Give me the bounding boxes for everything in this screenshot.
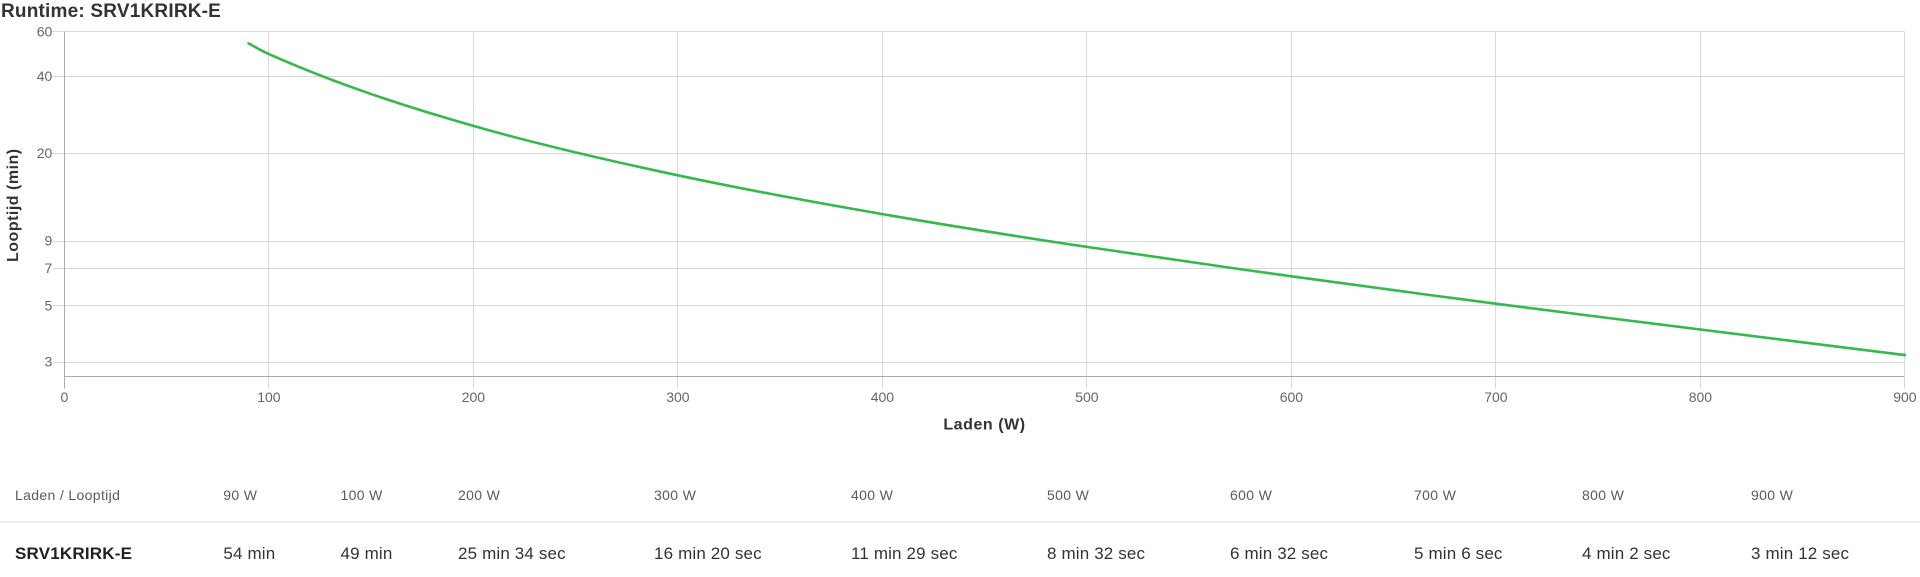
svg-text:3 min 12 sec: 3 min 12 sec	[1751, 544, 1850, 563]
svg-text:49 min: 49 min	[341, 544, 393, 563]
svg-text:Laden (W): Laden (W)	[943, 417, 1025, 434]
svg-text:SRV1KRIRK-E: SRV1KRIRK-E	[15, 544, 132, 563]
svg-text:500: 500	[1075, 389, 1099, 405]
svg-text:Looptijd (min): Looptijd (min)	[5, 148, 22, 262]
svg-text:Laden / Looptijd: Laden / Looptijd	[15, 487, 120, 503]
svg-text:700 W: 700 W	[1414, 487, 1457, 503]
svg-text:200: 200	[462, 389, 486, 405]
svg-text:16 min 20 sec: 16 min 20 sec	[654, 544, 762, 563]
svg-text:25 min 34 sec: 25 min 34 sec	[458, 544, 566, 563]
svg-text:7: 7	[45, 260, 53, 276]
svg-text:100: 100	[257, 389, 281, 405]
svg-text:400: 400	[871, 389, 895, 405]
svg-text:11 min 29 sec: 11 min 29 sec	[851, 544, 958, 563]
svg-text:300: 300	[666, 389, 690, 405]
svg-text:800: 800	[1689, 389, 1713, 405]
svg-text:400 W: 400 W	[851, 487, 894, 503]
svg-text:60: 60	[37, 23, 53, 39]
svg-text:200 W: 200 W	[458, 487, 501, 503]
svg-text:900: 900	[1893, 389, 1917, 405]
svg-text:9: 9	[45, 233, 53, 249]
svg-text:4 min 2 sec: 4 min 2 sec	[1582, 544, 1671, 563]
svg-text:100 W: 100 W	[341, 487, 384, 503]
svg-text:0: 0	[61, 389, 69, 405]
svg-text:40: 40	[37, 68, 53, 84]
svg-text:5: 5	[45, 298, 53, 314]
svg-text:300 W: 300 W	[654, 487, 697, 503]
svg-text:54 min: 54 min	[223, 544, 275, 563]
svg-text:20: 20	[37, 145, 53, 161]
svg-text:8 min 32 sec: 8 min 32 sec	[1047, 544, 1146, 563]
svg-text:800 W: 800 W	[1582, 487, 1625, 503]
svg-text:700: 700	[1484, 389, 1508, 405]
svg-text:600: 600	[1280, 389, 1304, 405]
svg-text:500 W: 500 W	[1047, 487, 1090, 503]
svg-text:600 W: 600 W	[1230, 487, 1273, 503]
svg-text:5 min 6 sec: 5 min 6 sec	[1414, 544, 1503, 563]
svg-text:6 min 32 sec: 6 min 32 sec	[1230, 544, 1329, 563]
svg-text:900 W: 900 W	[1751, 487, 1794, 503]
svg-text:3: 3	[45, 354, 53, 370]
svg-text:Runtime: SRV1KRIRK-E: Runtime: SRV1KRIRK-E	[1, 1, 221, 22]
svg-text:90 W: 90 W	[223, 487, 258, 503]
